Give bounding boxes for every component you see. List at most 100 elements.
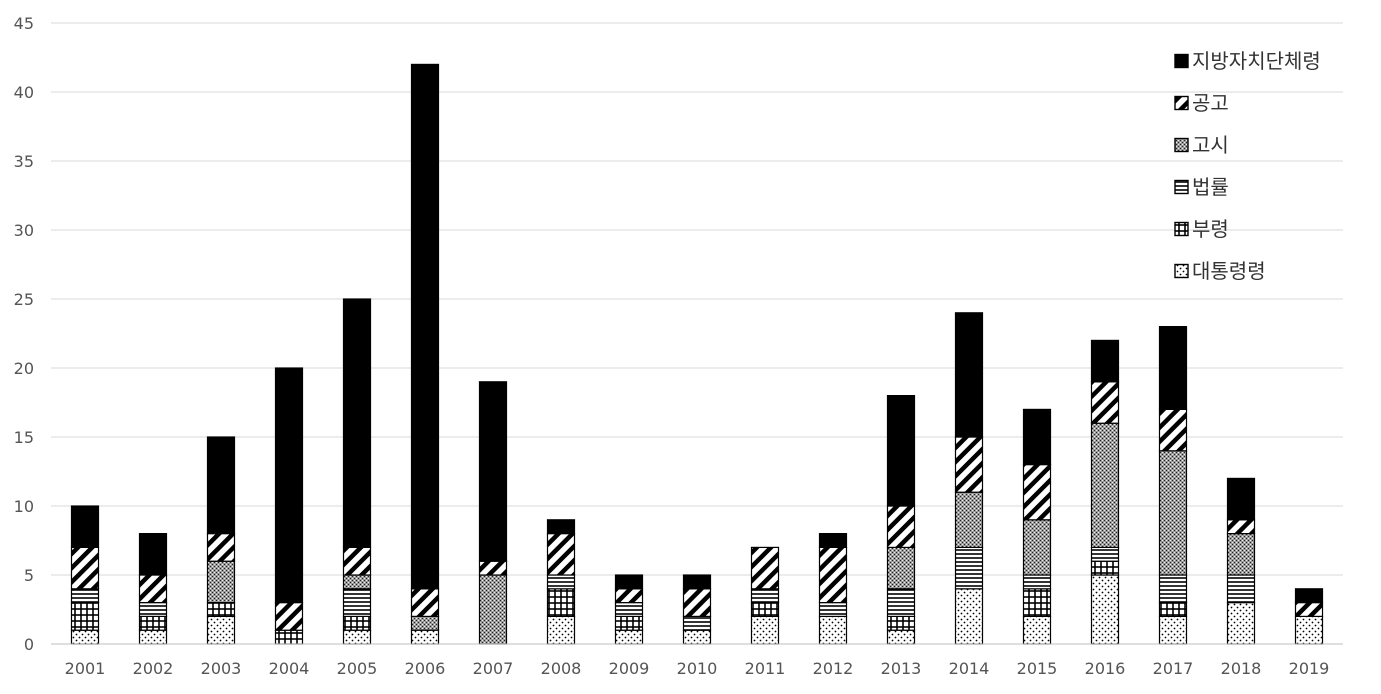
- x-tick-label: 2014: [949, 659, 990, 678]
- x-tick-label: 2007: [473, 659, 514, 678]
- bar-segment: [138, 574, 168, 604]
- bar-segment: [274, 367, 304, 604]
- bar-segment: [1226, 477, 1256, 521]
- bar-segment: [750, 588, 780, 604]
- bar-segment: [886, 505, 916, 549]
- bar-segment: [1090, 339, 1120, 383]
- y-tick-label: 45: [14, 14, 34, 33]
- x-tick-label: 2016: [1085, 659, 1126, 678]
- bar-segment: [886, 615, 916, 631]
- bar-segment: [1158, 615, 1188, 645]
- bar-segment: [818, 546, 848, 604]
- bar-segment: [1226, 574, 1256, 604]
- bar-segment: [342, 615, 372, 631]
- bar-segment: [954, 491, 984, 549]
- bar-segment: [954, 312, 984, 438]
- bar-segment: [342, 629, 372, 645]
- bar-segment: [886, 629, 916, 645]
- x-tick-label: 2002: [133, 659, 174, 678]
- bar-segment: [750, 601, 780, 617]
- bar-segment: [886, 546, 916, 590]
- x-tick-label: 2012: [813, 659, 854, 678]
- x-tick-label: 2009: [609, 659, 650, 678]
- bar-segment: [70, 601, 100, 631]
- bar-segment: [682, 629, 712, 645]
- bar-segment: [614, 574, 644, 590]
- y-tick-label: 15: [14, 428, 34, 447]
- bar-segment: [70, 629, 100, 645]
- bar-segment: [682, 574, 712, 590]
- x-tick-label: 2001: [65, 659, 106, 678]
- bar-segment: [1022, 464, 1052, 521]
- y-tick-label: 40: [14, 83, 34, 102]
- bar-segment: [342, 298, 372, 548]
- bar-segment: [1158, 408, 1188, 452]
- bar-segment: [1090, 381, 1120, 424]
- x-tick-label: 2005: [337, 659, 378, 678]
- legend-label: 대통령령: [1192, 259, 1266, 283]
- bar-segment: [274, 629, 304, 645]
- x-tick-label: 2004: [269, 659, 310, 678]
- legend-swatch: [1174, 221, 1189, 237]
- bar-segment: [750, 546, 780, 590]
- legend-swatch: [1174, 137, 1189, 153]
- bar-segment: [546, 532, 576, 576]
- bar-segment: [546, 588, 576, 617]
- bar-segment: [1090, 560, 1120, 576]
- bar-segment: [206, 601, 236, 617]
- bar-segment: [410, 615, 440, 631]
- bar-segment: [546, 615, 576, 645]
- y-tick-label: 30: [14, 221, 34, 240]
- bar-segment: [206, 615, 236, 645]
- bar-segment: [274, 601, 304, 631]
- bar-segment: [614, 615, 644, 631]
- x-tick-label: 2011: [745, 659, 786, 678]
- bar-segment: [70, 505, 100, 549]
- bar-segment: [410, 629, 440, 645]
- legend-label: 지방자치단체령: [1192, 49, 1321, 73]
- bar-segment: [1226, 519, 1256, 535]
- bar-segment: [1158, 326, 1188, 411]
- bar-segment: [1022, 408, 1052, 466]
- bar-segment: [818, 615, 848, 645]
- x-tick-label: 2017: [1153, 659, 1194, 678]
- bar-segment: [70, 588, 100, 604]
- bar-segment: [954, 436, 984, 493]
- y-tick-label: 35: [14, 152, 34, 171]
- bar-segment: [206, 532, 236, 562]
- bar-segment: [1090, 422, 1120, 549]
- x-tick-label: 2008: [541, 659, 582, 678]
- bar-segment: [206, 560, 236, 604]
- bar-segment: [614, 588, 644, 604]
- legend-label: 공고: [1192, 91, 1229, 115]
- bar-segment: [886, 588, 916, 617]
- bar-segment: [954, 588, 984, 645]
- bar-segment: [206, 436, 236, 535]
- bar-segment: [682, 615, 712, 631]
- bar-segment: [1022, 615, 1052, 645]
- x-tick-label: 2019: [1289, 659, 1330, 678]
- y-tick-label: 10: [14, 497, 34, 516]
- y-tick-label: 25: [14, 290, 34, 309]
- x-tick-label: 2015: [1017, 659, 1058, 678]
- legend-label: 법률: [1192, 175, 1229, 199]
- bar-segment: [1022, 588, 1052, 617]
- legend-label: 고시: [1192, 133, 1229, 157]
- bar-segment: [138, 629, 168, 645]
- legend-item: 지방자치단체령: [1174, 49, 1321, 73]
- legend-item: 공고: [1174, 91, 1229, 115]
- bar-segment: [342, 574, 372, 590]
- bar-segment: [1090, 546, 1120, 562]
- y-tick-label: 0: [24, 635, 34, 654]
- bar-segment: [614, 629, 644, 645]
- bar-segment: [546, 574, 576, 590]
- bar-segment: [138, 532, 168, 576]
- bar-segment: [1226, 532, 1256, 576]
- bar-segment: [1226, 601, 1256, 645]
- bar-segment: [138, 601, 168, 617]
- legend-item: 법률: [1174, 175, 1229, 199]
- bar-segment: [478, 560, 508, 576]
- bar-segment: [1158, 601, 1188, 617]
